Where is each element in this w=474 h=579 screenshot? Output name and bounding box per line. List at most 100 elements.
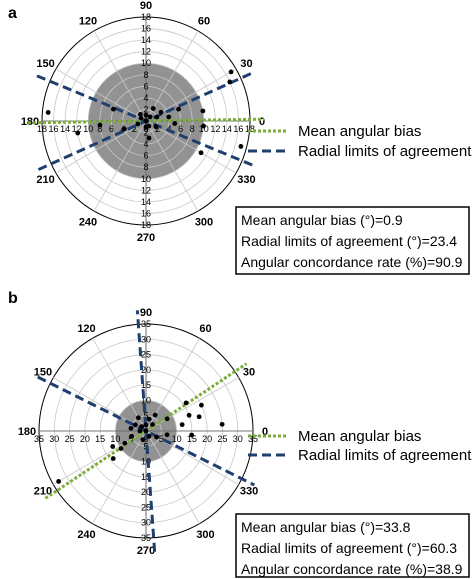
angle-tick-label: 120	[79, 16, 97, 28]
grid-spoke	[53, 430, 147, 485]
radial-tick-label: 25	[217, 434, 227, 444]
data-point	[227, 79, 233, 85]
vertical-tick-label: 8	[143, 70, 148, 80]
radial-tick-label: 14	[60, 124, 70, 134]
panel-label: b	[8, 290, 18, 307]
legend-label-limits: Radial limits of agreement	[298, 447, 472, 464]
data-point	[228, 69, 234, 75]
data-point	[199, 402, 204, 408]
angle-tick-label: 270	[137, 232, 155, 244]
vertical-tick-label: 15	[141, 380, 151, 390]
data-point	[154, 434, 159, 440]
angle-tick-label: 90	[140, 307, 152, 319]
stats-line: Angular concordance rate (%)=90.9	[241, 254, 463, 270]
radial-tick-label: 25	[65, 434, 75, 444]
data-point	[164, 432, 170, 438]
data-point	[135, 121, 141, 127]
vertical-tick-label: 25	[141, 502, 151, 512]
radial-tick-label: 2	[132, 124, 137, 134]
stats-box	[235, 206, 470, 275]
vertical-tick-label: 6	[143, 81, 148, 91]
data-point	[122, 440, 128, 446]
data-point	[146, 416, 152, 422]
vertical-tick-label: 14	[141, 197, 151, 207]
stats-line: Radial limits of agreement (°)=23.4	[241, 233, 457, 249]
data-point	[45, 110, 51, 115]
data-point	[176, 106, 181, 112]
vertical-tick-label: 8	[143, 162, 148, 172]
grid-spoke	[145, 377, 239, 432]
angle-tick-label: 0	[262, 426, 268, 438]
data-point	[143, 422, 149, 428]
angle-tick-label: 90	[140, 0, 152, 12]
vertical-tick-label: 2	[143, 128, 148, 138]
grid-spoke	[145, 30, 199, 122]
radial-tick-label: 20	[202, 434, 212, 444]
vertical-tick-label: 4	[143, 93, 148, 103]
grid-spoke	[93, 120, 147, 212]
stats-line: Angular concordance rate (%)=38.9	[241, 561, 463, 577]
vertical-tick-label: 10	[141, 174, 151, 184]
stats-line: Mean angular bias (°)=33.8	[241, 519, 411, 535]
radial-tick-label: 30	[233, 434, 243, 444]
grid-spoke	[145, 120, 237, 174]
radial-tick-label: 12	[72, 124, 82, 134]
data-point	[75, 130, 81, 136]
angle-tick-label: 30	[243, 367, 255, 379]
data-point	[143, 124, 149, 130]
angle-tick-label: 300	[196, 529, 214, 541]
data-point	[110, 456, 116, 461]
radial-tick-label: 5	[128, 434, 133, 444]
data-point	[133, 422, 138, 428]
vertical-tick-label: 30	[141, 334, 151, 344]
vertical-tick-label: 35	[141, 319, 151, 329]
radial-tick-label: 15	[95, 434, 105, 444]
grid-spoke	[145, 120, 199, 212]
vertical-tick-label: 6	[143, 151, 148, 161]
vertical-tick-label: 12	[141, 47, 151, 57]
angle-tick-label: 150	[34, 367, 52, 379]
grid-spoke	[145, 430, 200, 524]
vertical-tick-label: 18	[141, 12, 151, 22]
angle-tick-label: 240	[79, 216, 97, 228]
angle-tick-label: 0	[259, 116, 265, 128]
angle-tick-label: 150	[36, 58, 54, 70]
radial-tick-label: 16	[49, 124, 59, 134]
angle-tick-label: 330	[237, 174, 255, 186]
vertical-tick-label: 14	[141, 35, 151, 45]
angle-tick-label: 210	[36, 174, 54, 186]
data-point	[110, 444, 116, 449]
data-point	[118, 446, 124, 451]
data-point	[143, 118, 149, 124]
radial-tick-label: 14	[222, 124, 232, 134]
radial-tick-label: 10	[172, 434, 182, 444]
angle-tick-label: 330	[240, 486, 258, 498]
data-point	[189, 432, 195, 438]
data-point	[137, 428, 143, 434]
radial-tick-label: 10	[83, 124, 93, 134]
vertical-tick-label: 16	[141, 208, 151, 218]
data-point	[140, 437, 146, 443]
vertical-tick-label: 4	[143, 139, 148, 149]
vertical-tick-label: 5	[143, 411, 148, 421]
data-point	[138, 115, 144, 121]
data-point	[179, 422, 185, 428]
stats-box	[235, 513, 470, 578]
radial-tick-label: 8	[97, 124, 102, 134]
angle-tick-label: 120	[77, 323, 95, 335]
vertical-tick-label: 10	[141, 457, 151, 467]
radial-tick-label: 18	[245, 124, 255, 134]
data-point	[219, 421, 225, 427]
radial-tick-label: 16	[233, 124, 243, 134]
vertical-tick-label: 18	[141, 220, 151, 230]
vertical-tick-label: 2	[143, 104, 148, 114]
data-point	[128, 425, 134, 431]
stats-line: Radial limits of agreement (°)=60.3	[241, 540, 457, 556]
grid-spoke	[55, 120, 147, 174]
data-point	[135, 415, 141, 421]
radial-tick-label: 20	[80, 434, 90, 444]
radial-tick-label: 35	[248, 434, 258, 444]
stats-line: Mean angular bias (°)=0.9	[241, 212, 403, 228]
vertical-tick-label: 15	[141, 472, 151, 482]
